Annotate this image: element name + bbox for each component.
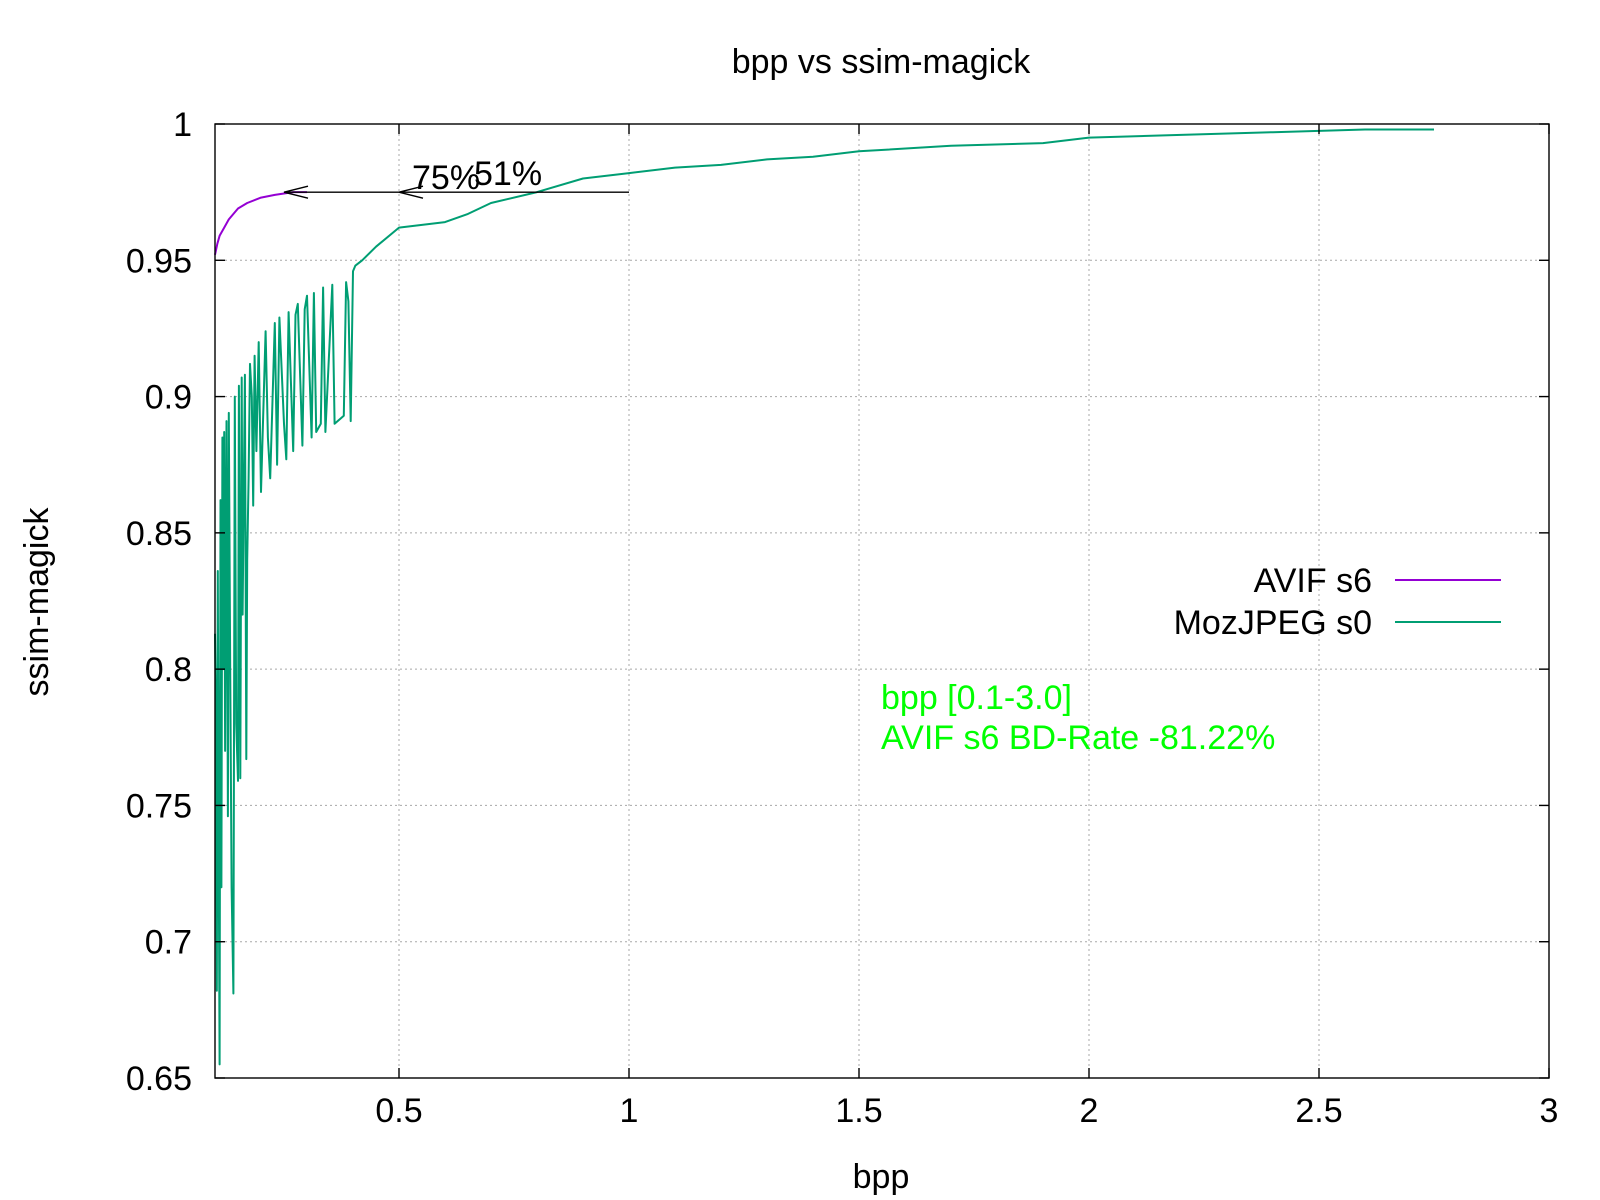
plot-area — [214, 128, 1434, 1066]
arrow-head — [398, 185, 424, 199]
arrow-label-75: 75% — [412, 159, 480, 197]
range-annotation: bpp [0.1-3.0] — [881, 679, 1072, 717]
series-line-mozjpeg-s0 — [214, 128, 1434, 1066]
y-tick-label: 0.65 — [126, 1060, 192, 1098]
x-tick-label: 1.5 — [835, 1092, 882, 1130]
x-axis-tick-labels: 0.5 1 1.5 2 2.5 3 — [375, 1092, 1558, 1130]
x-axis-title: bpp — [853, 1158, 910, 1196]
y-tick-label: 0.95 — [126, 242, 192, 280]
y-axis-title: ssim-magick — [18, 507, 56, 697]
annotation-arrows — [283, 185, 629, 199]
x-tick-label: 3 — [1540, 1092, 1559, 1130]
y-tick-label: 0.85 — [126, 515, 192, 553]
x-tick-label: 0.5 — [375, 1092, 422, 1130]
bd-rate-annotation: AVIF s6 BD-Rate -81.22% — [881, 719, 1275, 757]
arrow-head — [283, 185, 309, 199]
y-tick-label: 0.8 — [145, 651, 192, 689]
y-tick-label: 0.7 — [145, 924, 192, 962]
legend: AVIF s6 MozJPEG s0 — [1174, 562, 1501, 642]
y-tick-label: 0.9 — [145, 379, 192, 417]
series-line-avif-s6 — [214, 191, 307, 256]
grid — [215, 124, 1549, 1078]
legend-label-mozjpeg: MozJPEG s0 — [1174, 604, 1372, 642]
y-tick-label: 1 — [173, 106, 192, 144]
y-tick-label: 0.75 — [126, 787, 192, 825]
y-axis-tick-labels: 0.65 0.7 0.75 0.8 0.85 0.9 0.95 1 — [126, 106, 192, 1098]
legend-label-avif: AVIF s6 — [1254, 562, 1372, 600]
chart-title: bpp vs ssim-magick — [732, 43, 1032, 81]
x-tick-label: 2 — [1080, 1092, 1099, 1130]
x-tick-label: 1 — [620, 1092, 639, 1130]
arrow-label-51: 51% — [474, 155, 542, 193]
plot-border — [214, 123, 1550, 1079]
axis-ticks — [215, 123, 1550, 1079]
x-tick-label: 2.5 — [1295, 1092, 1342, 1130]
